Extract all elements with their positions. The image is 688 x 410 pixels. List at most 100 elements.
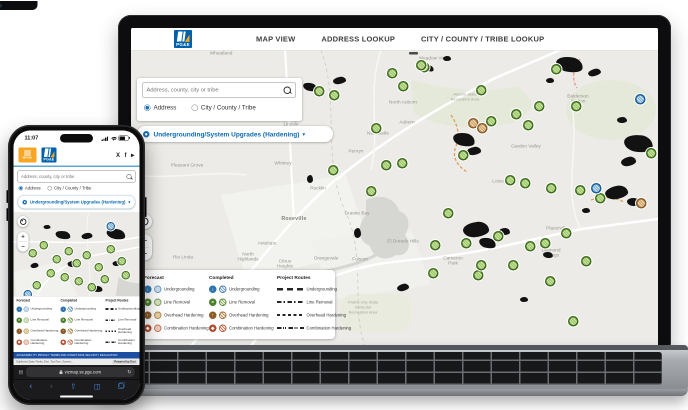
map-marker-line-removal[interactable] xyxy=(511,109,522,120)
map-marker-line-removal[interactable] xyxy=(329,90,340,101)
search-icon[interactable] xyxy=(126,174,132,179)
facebook-icon[interactable]: f xyxy=(124,151,127,159)
map-marker-line-removal[interactable] xyxy=(523,120,534,131)
project-area-shape[interactable] xyxy=(354,228,361,238)
share-button[interactable]: ⇧ xyxy=(70,382,77,390)
filter-dropdown-button[interactable]: Undergrounding/System Upgrades (Hardenin… xyxy=(17,195,136,209)
forward-button[interactable]: › xyxy=(49,381,53,391)
map-marker-line-removal[interactable] xyxy=(94,263,103,272)
radio-address[interactable]: Address xyxy=(144,104,176,111)
map-marker-line-removal[interactable] xyxy=(100,275,109,284)
map-marker-line-removal[interactable] xyxy=(646,148,657,159)
back-button[interactable]: ‹ xyxy=(29,381,33,391)
desktop-map[interactable]: Wheatland Pleasant Grove Lincoln Whitney… xyxy=(131,50,658,346)
menu-button[interactable]: MENU xyxy=(18,147,37,163)
map-marker-undergrounding[interactable] xyxy=(591,183,602,194)
tab-map-view[interactable]: MAP VIEW xyxy=(256,34,296,44)
tab-address-lookup[interactable]: ADDRESS LOOKUP xyxy=(321,34,396,44)
radio-city-county-tribe[interactable]: City / County / Tribe xyxy=(47,186,91,191)
map-marker-line-removal[interactable] xyxy=(381,160,392,171)
map-marker-line-removal[interactable] xyxy=(505,175,516,186)
map-marker-line-removal[interactable] xyxy=(568,316,579,327)
map-marker-line-removal[interactable] xyxy=(72,259,81,268)
map-marker-line-removal[interactable] xyxy=(52,255,61,264)
map-marker-line-removal[interactable] xyxy=(28,249,37,258)
map-marker-line-removal[interactable] xyxy=(428,268,439,279)
search-field[interactable] xyxy=(142,82,296,98)
search-input[interactable] xyxy=(142,87,284,93)
map-marker-line-removal[interactable] xyxy=(117,257,126,266)
mobile-map[interactable]: + − xyxy=(13,212,140,296)
project-area-shape[interactable] xyxy=(499,228,510,235)
map-marker-line-removal[interactable] xyxy=(571,101,582,112)
map-marker-line-removal[interactable] xyxy=(121,271,130,280)
map-marker-line-removal[interactable] xyxy=(546,183,557,194)
map-marker-line-removal[interactable] xyxy=(534,101,545,112)
map-marker-line-removal[interactable] xyxy=(461,238,472,249)
map-marker-line-removal[interactable] xyxy=(416,60,427,71)
map-marker-line-removal[interactable] xyxy=(366,186,377,197)
map-marker-line-removal[interactable] xyxy=(486,116,497,127)
map-marker-overhead-hardening[interactable] xyxy=(636,198,647,209)
map-marker-line-removal[interactable] xyxy=(595,193,606,204)
reader-icon[interactable]: ▤ xyxy=(18,369,24,375)
map-marker-line-removal[interactable] xyxy=(371,123,382,134)
map-marker-line-removal[interactable] xyxy=(540,238,551,249)
project-area-shape[interactable] xyxy=(546,78,554,83)
project-area-shape[interactable] xyxy=(43,225,51,229)
map-marker-undergrounding[interactable] xyxy=(106,222,115,231)
footer-links[interactable]: ACCESSIBILITY PRIVACY TERMS AND CONDITIO… xyxy=(16,353,118,357)
map-marker-line-removal[interactable] xyxy=(458,150,469,161)
map-marker-line-removal[interactable] xyxy=(314,86,325,97)
map-marker-line-removal[interactable] xyxy=(82,251,91,260)
map-marker-line-removal[interactable] xyxy=(581,256,592,267)
pge-logo[interactable]: PG&E xyxy=(41,147,57,163)
map-marker-line-removal[interactable] xyxy=(545,276,556,287)
map-marker-overhead-hardening[interactable] xyxy=(468,118,479,129)
project-area-shape[interactable] xyxy=(307,175,313,183)
map-marker-line-removal[interactable] xyxy=(443,208,454,219)
map-marker-overhead-hardening[interactable] xyxy=(477,123,488,134)
map-marker-line-removal[interactable] xyxy=(32,281,41,290)
project-area-shape[interactable] xyxy=(443,56,451,61)
project-area-shape[interactable] xyxy=(112,261,121,266)
radio-address[interactable]: Address xyxy=(18,186,41,191)
map-marker-line-removal[interactable] xyxy=(64,247,73,256)
zoom-out-button[interactable]: − xyxy=(21,243,25,250)
home-indicator[interactable] xyxy=(60,395,93,398)
map-marker-line-removal[interactable] xyxy=(87,283,96,292)
map-marker-line-removal[interactable] xyxy=(74,277,83,286)
radio-city-county-tribe[interactable]: City / County / Tribe xyxy=(191,104,256,111)
search-icon[interactable] xyxy=(283,86,291,94)
map-marker-line-removal[interactable] xyxy=(397,158,408,169)
zoom-in-button[interactable]: + xyxy=(21,233,25,240)
map-marker-line-removal[interactable] xyxy=(493,231,504,242)
collapse-header-handle[interactable] xyxy=(409,52,418,55)
search-input[interactable] xyxy=(18,174,127,179)
map-marker-line-removal[interactable] xyxy=(46,269,55,278)
map-marker-line-removal[interactable] xyxy=(476,85,487,96)
map-marker-line-removal[interactable] xyxy=(387,68,398,79)
youtube-icon[interactable]: ▶ xyxy=(131,152,135,158)
address-bar[interactable]: vizmap.ss.pge.com ↻ xyxy=(26,367,135,377)
footer-links-bar[interactable]: ACCESSIBILITY PRIVACY TERMS AND CONDITIO… xyxy=(13,352,140,359)
map-marker-line-removal[interactable] xyxy=(476,260,487,271)
project-area-shape[interactable] xyxy=(582,208,590,213)
map-marker-line-removal[interactable] xyxy=(60,273,69,282)
refresh-icon[interactable]: ↻ xyxy=(127,369,132,375)
filter-dropdown-button[interactable]: Undergrounding/System Upgrades (Hardenin… xyxy=(137,126,333,142)
map-marker-line-removal[interactable] xyxy=(561,228,572,239)
map-marker-line-removal[interactable] xyxy=(551,64,562,75)
locate-button[interactable] xyxy=(17,216,29,227)
map-marker-line-removal[interactable] xyxy=(508,260,519,271)
project-area-shape[interactable] xyxy=(520,297,528,302)
map-marker-line-removal[interactable] xyxy=(520,178,531,189)
map-marker-undergrounding[interactable] xyxy=(635,94,646,105)
bookmarks-button[interactable]: ◫ xyxy=(93,382,101,390)
tab-city-county-tribe-lookup[interactable]: CITY / COUNTY / TRIBE LOOKUP xyxy=(421,34,545,44)
search-field[interactable] xyxy=(17,170,136,183)
map-marker-line-removal[interactable] xyxy=(473,270,484,281)
map-marker-line-removal[interactable] xyxy=(525,241,536,252)
tabs-button[interactable] xyxy=(118,381,126,389)
map-marker-line-removal[interactable] xyxy=(430,240,441,251)
